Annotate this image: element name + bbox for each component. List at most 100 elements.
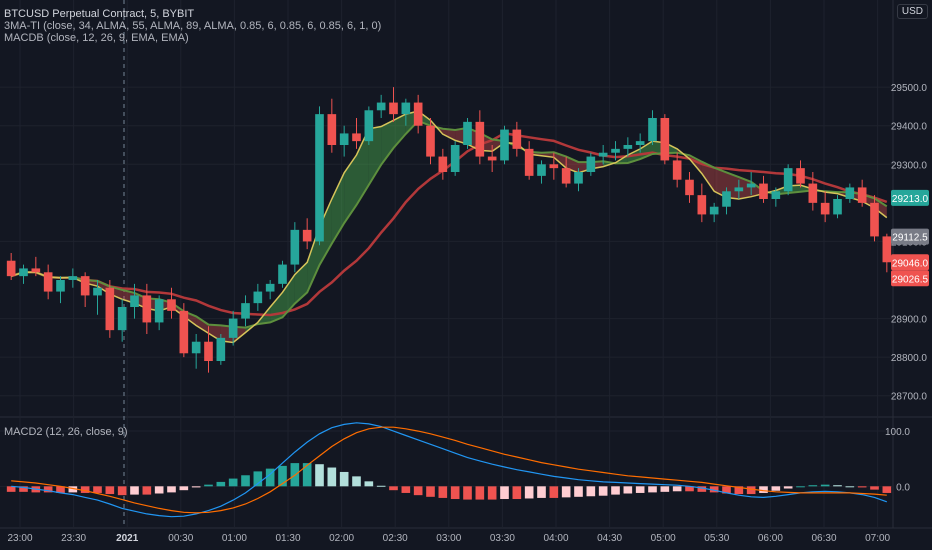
macd-histogram-bar bbox=[19, 486, 28, 492]
macd-line bbox=[11, 422, 888, 518]
candle-body bbox=[709, 206, 719, 215]
indicator-3ma-label[interactable]: 3MA-TI (close, 34, ALMA, 55, ALMA, 89, A… bbox=[4, 20, 382, 32]
candle-body bbox=[216, 337, 226, 361]
time-tick-label: 03:30 bbox=[490, 533, 515, 544]
ma-ribbon-segment bbox=[381, 120, 394, 165]
candle-body bbox=[315, 114, 324, 242]
macd-histogram-bar bbox=[524, 486, 534, 499]
macd-histogram-bar bbox=[796, 486, 805, 488]
time-tick-label: 05:00 bbox=[651, 533, 676, 544]
macd-lines bbox=[11, 422, 888, 518]
macd-histogram-bar bbox=[783, 486, 793, 489]
ma-ribbon-segment bbox=[393, 114, 406, 148]
time-tick-label: 01:30 bbox=[275, 533, 300, 544]
candle-body bbox=[68, 276, 78, 280]
macd-histogram-bar bbox=[204, 484, 213, 487]
macd-histogram-bar bbox=[364, 481, 374, 487]
candle-body bbox=[672, 160, 682, 180]
macd-histogram-bar bbox=[302, 463, 312, 487]
price-tag-label: 29026.5 bbox=[892, 274, 929, 285]
candle-body bbox=[376, 102, 386, 111]
candle-body bbox=[253, 291, 263, 304]
ma-ribbon-segment bbox=[331, 172, 345, 244]
macd-histogram-bar bbox=[253, 471, 263, 487]
candle-body bbox=[389, 102, 398, 115]
candle-body bbox=[487, 156, 497, 161]
candle-body bbox=[179, 310, 189, 354]
candle-body bbox=[759, 183, 768, 199]
candle-body bbox=[475, 121, 485, 157]
macd-histogram-bar bbox=[401, 486, 411, 493]
time-tick-label: 01:00 bbox=[222, 533, 247, 544]
price-tags: 29213.0 29112.5 29046.0 29026.5 bbox=[891, 189, 929, 287]
candle-body bbox=[117, 307, 127, 331]
price-tick-label: 29400.0 bbox=[891, 122, 928, 133]
macd-histogram-bar bbox=[450, 486, 460, 500]
price-tag-bg bbox=[891, 228, 929, 245]
candle-body bbox=[660, 118, 670, 161]
macd-histogram-bar bbox=[598, 486, 608, 496]
candle-body bbox=[278, 264, 287, 284]
macd-indicator-label[interactable]: MACD2 (12, 26, close, 9) bbox=[4, 426, 128, 438]
chart-grid bbox=[0, 0, 932, 529]
macd-histogram-bar bbox=[882, 486, 892, 493]
ma-ribbon-segment bbox=[294, 262, 308, 304]
macd-histogram-bar bbox=[660, 486, 670, 492]
candle-body bbox=[771, 191, 781, 199]
candle-body bbox=[808, 183, 818, 203]
macd-histogram-bar bbox=[759, 486, 768, 493]
candle-body bbox=[796, 168, 805, 184]
candle-body bbox=[623, 145, 633, 149]
candle-body bbox=[130, 295, 139, 307]
macd-histogram-bar bbox=[475, 486, 485, 500]
price-tag-bg bbox=[891, 189, 929, 206]
candle-body bbox=[857, 187, 867, 203]
ma-ribbon-segment bbox=[208, 324, 221, 341]
price-tick-label: 28800.0 bbox=[891, 353, 928, 364]
candle-body bbox=[685, 179, 694, 196]
candle-body bbox=[204, 341, 213, 361]
candle-body bbox=[401, 102, 411, 115]
ma-ribbon-segment bbox=[356, 128, 369, 205]
macd-tick-label: 100.0 bbox=[885, 427, 910, 438]
time-tick-label: 03:00 bbox=[436, 533, 461, 544]
candle-body bbox=[734, 187, 744, 192]
price-tag-bg bbox=[891, 254, 929, 271]
indicator-macdb-label[interactable]: MACDB (close, 12, 26, 9, EMA, EMA) bbox=[4, 32, 189, 44]
macd-histogram-bar bbox=[870, 486, 879, 490]
symbol-title[interactable]: BTCUSD Perpetual Contract, 5, BYBIT bbox=[4, 8, 195, 20]
macd-histogram-bar bbox=[6, 486, 16, 492]
macd-histogram-bar bbox=[56, 486, 65, 493]
macd-histogram-bar bbox=[130, 486, 139, 495]
macd-histogram-bar bbox=[352, 476, 361, 487]
candle-body bbox=[561, 168, 571, 184]
price-axis: 29500.029400.029300.029100.028900.028800… bbox=[885, 83, 927, 493]
candle-body bbox=[697, 195, 707, 215]
time-tick-label: 2021 bbox=[116, 533, 139, 544]
macd-histogram-bar bbox=[154, 486, 164, 494]
candle-body bbox=[586, 156, 596, 172]
candle-body bbox=[19, 268, 28, 277]
candle-body bbox=[80, 276, 90, 296]
ma-ribbon-segment bbox=[738, 177, 752, 199]
candle-body bbox=[870, 202, 879, 237]
macd-histogram-bar bbox=[586, 486, 596, 497]
currency-badge[interactable]: USD bbox=[896, 4, 928, 19]
time-tick-label: 05:30 bbox=[704, 533, 729, 544]
candle-body bbox=[820, 202, 830, 215]
macd-histogram-bar bbox=[376, 485, 386, 487]
time-tick-label: 04:00 bbox=[543, 533, 568, 544]
macd-histogram-bar bbox=[191, 486, 201, 488]
macd-tick-label: 0.0 bbox=[896, 482, 910, 493]
price-tick-label: 29500.0 bbox=[891, 83, 928, 94]
macd-histogram-bar bbox=[845, 486, 855, 488]
candle-body bbox=[549, 164, 559, 169]
price-tag-label: 29213.0 bbox=[892, 194, 929, 205]
candle-body bbox=[302, 229, 312, 242]
time-tick-label: 07:00 bbox=[865, 533, 890, 544]
price-tag-bg bbox=[891, 270, 929, 287]
macd-histogram-bar bbox=[117, 486, 127, 496]
candle-body bbox=[598, 152, 608, 157]
candle-body bbox=[142, 295, 152, 323]
